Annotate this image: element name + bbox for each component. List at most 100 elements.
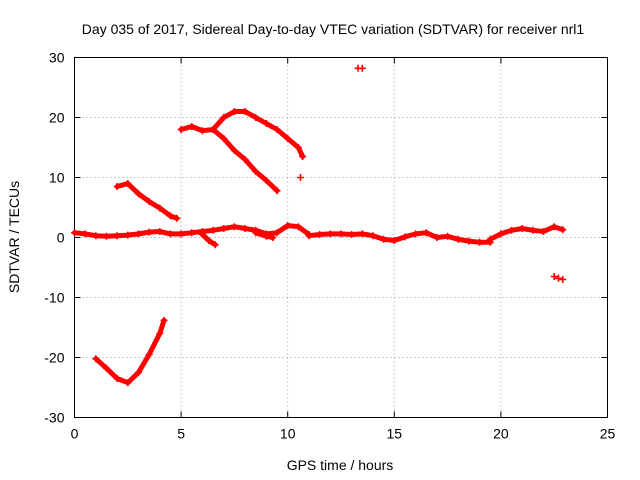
data-point <box>284 222 292 229</box>
y-axis-label: SDTVAR / TECUs <box>6 181 22 293</box>
data-point <box>220 225 228 232</box>
x-tick-label: 20 <box>493 426 509 442</box>
series-line-arc-negative <box>93 317 167 386</box>
data-point <box>540 228 548 235</box>
data-point <box>296 174 304 181</box>
data-point <box>166 230 174 238</box>
x-tick-label: 25 <box>600 426 616 442</box>
data-point <box>294 144 302 151</box>
data-point <box>486 235 494 243</box>
data-point <box>401 233 409 241</box>
data-point <box>252 168 260 175</box>
x-tick-label: 15 <box>387 426 403 442</box>
data-point <box>134 369 142 376</box>
data-point <box>156 330 164 337</box>
data-point <box>211 241 219 249</box>
data-point <box>390 237 398 244</box>
data-point <box>326 230 334 238</box>
data-point <box>273 126 281 133</box>
data-point <box>559 276 567 283</box>
data-point <box>262 232 270 240</box>
data-point <box>113 375 121 382</box>
data-point <box>550 273 558 280</box>
data-point <box>273 187 281 195</box>
data-point <box>188 229 196 237</box>
data-point <box>550 223 558 231</box>
x-tick-label: 5 <box>177 426 185 442</box>
data-point <box>160 316 168 324</box>
data-point <box>156 204 164 212</box>
data-point <box>230 147 238 154</box>
data-point <box>124 379 132 387</box>
data-point <box>554 274 562 282</box>
data-point <box>358 230 366 238</box>
y-tick-label: 10 <box>49 170 65 186</box>
x-tick-label: 0 <box>71 426 79 442</box>
data-point <box>156 228 164 235</box>
data-point <box>198 127 206 135</box>
data-point <box>380 235 388 243</box>
data-point <box>422 229 430 237</box>
y-tick-label: -20 <box>44 350 64 366</box>
data-point <box>337 230 345 238</box>
data-point <box>273 229 281 237</box>
data-point <box>173 214 181 222</box>
data-point <box>124 180 132 187</box>
chart-title: Day 035 of 2017, Sidereal Day-to-day VTE… <box>82 21 585 37</box>
gridlines <box>74 57 608 418</box>
data-point <box>205 237 213 244</box>
data-point <box>220 135 228 142</box>
data-point <box>518 225 526 232</box>
y-tick-label: 30 <box>49 50 65 66</box>
data-point <box>299 153 307 160</box>
data-point <box>262 120 270 127</box>
data-point <box>113 183 121 190</box>
data-points <box>71 64 567 387</box>
data-point <box>145 351 153 358</box>
data-point <box>124 231 132 239</box>
data-point <box>269 234 277 241</box>
y-tick-label: -30 <box>44 410 64 426</box>
data-point <box>508 226 516 234</box>
data-point <box>369 232 377 240</box>
data-point <box>102 232 110 240</box>
data-point <box>230 223 238 231</box>
data-point <box>209 126 217 133</box>
data-point <box>209 226 217 234</box>
data-point <box>241 156 249 163</box>
data-point <box>476 238 484 246</box>
data-point <box>252 229 260 237</box>
data-point <box>177 230 185 238</box>
data-point <box>252 114 260 121</box>
data-point <box>230 108 238 115</box>
data-point <box>220 114 228 121</box>
data-point <box>188 123 196 130</box>
data-point <box>412 230 420 238</box>
data-point <box>465 237 473 245</box>
data-point <box>177 126 185 133</box>
data-point <box>497 230 505 238</box>
data-point <box>134 230 142 238</box>
data-point <box>92 232 100 240</box>
data-point <box>134 190 142 198</box>
data-point <box>166 212 174 220</box>
axis-ticks: 0 5 10 15 20 25 -30 -20 -10 0 10 20 30 <box>44 50 615 442</box>
x-axis-label: GPS time / hours <box>287 457 394 473</box>
data-point <box>305 232 313 240</box>
data-point <box>113 232 121 240</box>
data-point <box>145 228 153 236</box>
data-point <box>71 229 78 237</box>
data-point <box>348 231 356 238</box>
y-tick-label: 20 <box>49 110 65 126</box>
data-point <box>241 225 249 232</box>
data-point <box>529 226 537 234</box>
data-point <box>81 230 89 238</box>
data-point <box>294 223 302 231</box>
x-tick-label: 10 <box>280 426 296 442</box>
data-point <box>358 64 366 72</box>
data-point <box>444 232 452 240</box>
data-point <box>262 177 270 184</box>
data-point <box>241 108 249 115</box>
